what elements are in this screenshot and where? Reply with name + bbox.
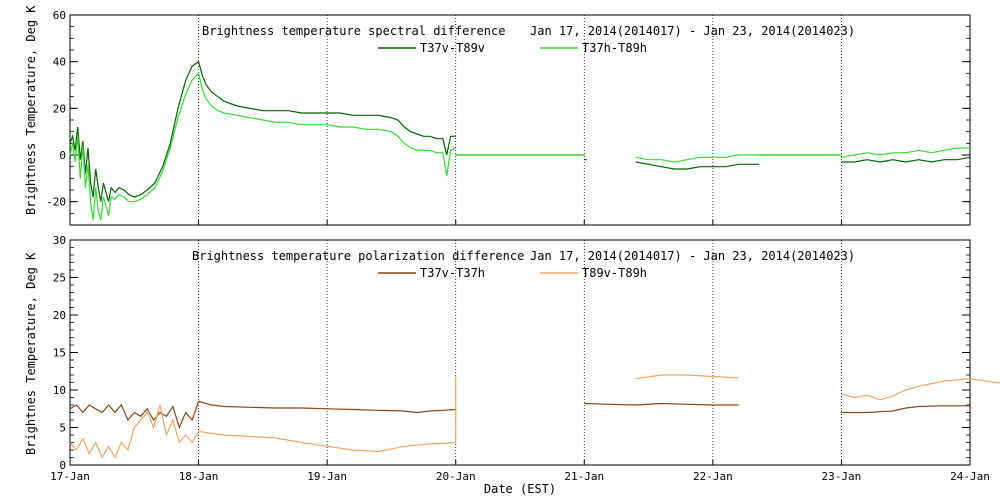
series-line-t37v-t37h	[841, 405, 970, 414]
panel-title-bottom: Brightness temperature polarization diff…	[192, 249, 524, 263]
spectral-difference-panel: Brightness temperature spectral differen…	[24, 5, 971, 226]
legend-label: T37v-T37h	[420, 266, 485, 280]
legend-top: T37v-T89v T37h-T89h	[378, 41, 647, 55]
y-tick-label: 0	[59, 149, 66, 162]
legend-label: T37h-T89h	[582, 41, 647, 55]
y-tick-label: -20	[46, 196, 66, 209]
y-tick-label: 5	[59, 422, 66, 435]
legend-label: T89v-T89h	[582, 266, 647, 280]
plot-frame-top	[69, 14, 971, 226]
y-tick-label: 15	[53, 347, 66, 360]
series-line-t37v-t37h	[69, 400, 456, 430]
series-line-t37v-t89v	[635, 161, 760, 170]
series-line-t89v-t89h	[635, 374, 739, 380]
panel-title-top: Brightness temperature spectral differen…	[202, 24, 505, 38]
y-tick-label: 40	[53, 56, 66, 69]
x-tick-label: 20-Jan	[436, 470, 476, 483]
legend-bottom: T37v-T37h T89v-T89h	[378, 266, 647, 280]
y-tick-label: 60	[53, 9, 66, 22]
x-tick-label: 17-Jan	[50, 470, 90, 483]
y-tick-label: 20	[53, 309, 66, 322]
legend-label: T37v-T89v	[420, 41, 485, 55]
series-line-t37h-t89h	[635, 154, 760, 163]
series-line-t37v-t89v	[69, 60, 456, 202]
y-axis-label-top: Brightness Temperature, Deg K	[24, 5, 38, 215]
x-tick-label: 24-Jan	[950, 470, 990, 483]
series-line-t37h-t89h	[69, 72, 456, 221]
x-axis-label: Date (EST)	[484, 482, 556, 496]
series-line-t37h-t89h	[841, 147, 970, 158]
x-tick-label: 21-Jan	[564, 470, 604, 483]
x-axis-ticks: 17-Jan 18-Jan 19-Jan 20-Jan 21-Jan 22-Jan 23-J…	[50, 470, 990, 483]
y-tick-label: 25	[53, 272, 66, 285]
date-range-top: Jan 17, 2014(2014017) - Jan 23, 2014(201…	[530, 24, 855, 38]
polarization-difference-panel: Brightness temperature polarization diff…	[24, 234, 1000, 472]
date-range-bottom: Jan 17, 2014(2014017) - Jan 23, 2014(201…	[530, 249, 855, 263]
x-tick-label: 19-Jan	[307, 470, 347, 483]
series-line-t89v-t89h	[69, 376, 457, 459]
series-line-t89v-t89h	[841, 378, 1000, 401]
x-tick-label: 23-Jan	[822, 470, 862, 483]
y-tick-label: 20	[53, 102, 66, 115]
x-tick-label: 18-Jan	[179, 470, 219, 483]
y-tick-label: 10	[53, 384, 66, 397]
series-line-t37v-t37h	[584, 402, 739, 406]
x-tick-label: 22-Jan	[693, 470, 733, 483]
series-line-t37v-t89v	[841, 156, 971, 163]
y-tick-label: 0	[59, 459, 66, 472]
y-tick-label: 30	[53, 234, 66, 247]
plot-frame-bottom	[69, 239, 971, 466]
y-axis-label-bottom: Brightnes Temperature, Deg K	[24, 252, 38, 455]
